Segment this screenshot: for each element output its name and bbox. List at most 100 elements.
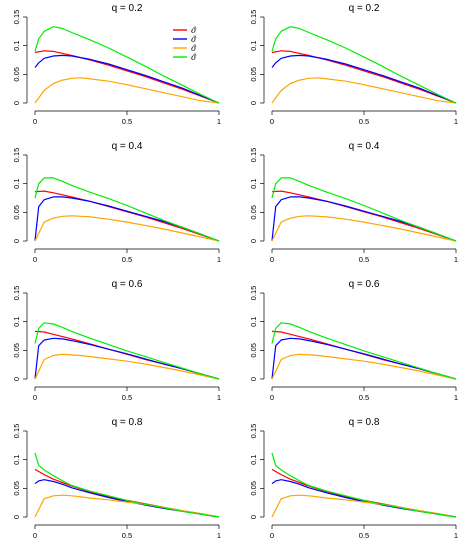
series-line-red: [271, 50, 457, 104]
x-tick-label: 1: [454, 117, 458, 126]
chart-panel: q = 0.6 0 0.05 0.1 0.15 0 0.5 1: [12, 279, 221, 402]
y-tick-label: 0.05: [12, 67, 21, 82]
chart-panel: q = 0.8 0 0.05 0.1 0.15 0 0.5 1: [249, 417, 458, 540]
x-tick-label: 0.5: [359, 393, 369, 402]
x-tick-label: 0: [33, 255, 37, 264]
y-tick-label: 0.1: [12, 454, 21, 464]
x-tick-label: 1: [454, 531, 458, 540]
y-tick-label: 0.15: [249, 148, 258, 163]
y-tick-label: 0.15: [249, 10, 258, 25]
y-tick-label: 0: [12, 239, 21, 243]
x-tick-label: 0.5: [122, 255, 132, 264]
x-tick-label: 0.5: [122, 393, 132, 402]
y-tick-label: 0.15: [249, 424, 258, 439]
x-tick-label: 1: [454, 393, 458, 402]
x-tick-label: 1: [217, 531, 221, 540]
y-tick-label: 0.15: [12, 424, 21, 439]
y-tick-label: 0.1: [12, 178, 21, 188]
x-tick-label: 0: [33, 393, 37, 402]
x-tick-label: 0.5: [359, 531, 369, 540]
series-line-blue: [34, 196, 220, 242]
x-tick-label: 0: [270, 393, 274, 402]
y-tick-label: 0.15: [249, 286, 258, 301]
x-tick-label: 1: [217, 393, 221, 402]
y-tick-label: 0.05: [12, 481, 21, 496]
y-tick-label: 0: [249, 377, 258, 381]
chart-panel: q = 0.2 0 0.05 0.1 0.15 0 0.5 1 σ̂σ̂σ̂σ̂: [12, 3, 221, 126]
panel-title: q = 0.4: [349, 141, 380, 152]
series-line-green: [34, 322, 220, 380]
y-tick-label: 0: [249, 239, 258, 243]
x-tick-label: 0: [270, 531, 274, 540]
panel-title: q = 0.2: [349, 3, 380, 14]
y-tick-label: 0.05: [249, 67, 258, 82]
x-tick-label: 1: [454, 255, 458, 264]
y-tick-label: 0.05: [249, 343, 258, 358]
x-tick-label: 0: [33, 117, 37, 126]
series-line-green: [34, 177, 220, 242]
x-tick-label: 0.5: [359, 117, 369, 126]
y-tick-label: 0.1: [249, 178, 258, 188]
series-line-blue: [34, 337, 220, 380]
y-tick-label: 0: [249, 101, 258, 105]
series-line-blue: [271, 337, 457, 380]
y-tick-label: 0.1: [12, 316, 21, 326]
y-tick-label: 0: [12, 101, 21, 105]
series-line-red: [271, 468, 457, 518]
series-line-orange: [271, 77, 457, 104]
legend-label: σ̂: [191, 53, 197, 62]
series-line-orange: [271, 215, 457, 242]
legend-label: σ̂: [191, 26, 197, 35]
x-tick-label: 0: [270, 255, 274, 264]
x-tick-label: 0: [33, 531, 37, 540]
series-line-orange: [34, 494, 220, 518]
series-line-blue: [271, 479, 457, 518]
panel-title: q = 0.2: [112, 3, 143, 14]
series-line-red: [34, 50, 220, 104]
y-tick-label: 0.05: [12, 205, 21, 220]
x-tick-label: 1: [217, 255, 221, 264]
chart-panel: q = 0.6 0 0.05 0.1 0.15 0 0.5 1: [249, 279, 458, 402]
y-tick-label: 0.05: [249, 205, 258, 220]
series-line-blue: [271, 54, 457, 104]
legend: σ̂σ̂σ̂σ̂: [173, 26, 197, 62]
x-tick-label: 0.5: [359, 255, 369, 264]
y-tick-label: 0: [12, 377, 21, 381]
series-line-orange: [34, 77, 220, 104]
series-line-orange: [271, 494, 457, 518]
y-tick-label: 0.15: [12, 10, 21, 25]
series-line-green: [34, 452, 220, 518]
y-tick-label: 0.05: [249, 481, 258, 496]
y-tick-label: 0: [249, 515, 258, 519]
chart-panel: q = 0.2 0 0.05 0.1 0.15 0 0.5 1: [249, 3, 458, 126]
y-tick-label: 0.1: [249, 316, 258, 326]
series-line-orange: [34, 353, 220, 380]
series-line-orange: [271, 353, 457, 380]
panel-title: q = 0.6: [349, 279, 380, 290]
series-line-blue: [34, 479, 220, 518]
series-line-green: [271, 322, 457, 380]
panel-title: q = 0.6: [112, 279, 143, 290]
x-tick-label: 1: [217, 117, 221, 126]
chart-panel: q = 0.4 0 0.05 0.1 0.15 0 0.5 1: [249, 141, 458, 264]
x-tick-label: 0.5: [122, 531, 132, 540]
series-line-orange: [34, 215, 220, 242]
series-line-green: [271, 452, 457, 518]
panel-title: q = 0.8: [349, 417, 380, 428]
y-tick-label: 0: [12, 515, 21, 519]
x-tick-label: 0: [270, 117, 274, 126]
y-tick-label: 0.15: [12, 148, 21, 163]
panel-title: q = 0.8: [112, 417, 143, 428]
panel-title: q = 0.4: [112, 141, 143, 152]
series-line-green: [271, 177, 457, 242]
x-tick-label: 0.5: [122, 117, 132, 126]
series-line-green: [271, 26, 457, 104]
legend-label: σ̂: [191, 35, 197, 44]
series-line-blue: [34, 54, 220, 104]
y-tick-label: 0.1: [249, 454, 258, 464]
y-tick-label: 0.1: [12, 40, 21, 50]
series-line-red: [34, 468, 220, 518]
y-tick-label: 0.15: [12, 286, 21, 301]
